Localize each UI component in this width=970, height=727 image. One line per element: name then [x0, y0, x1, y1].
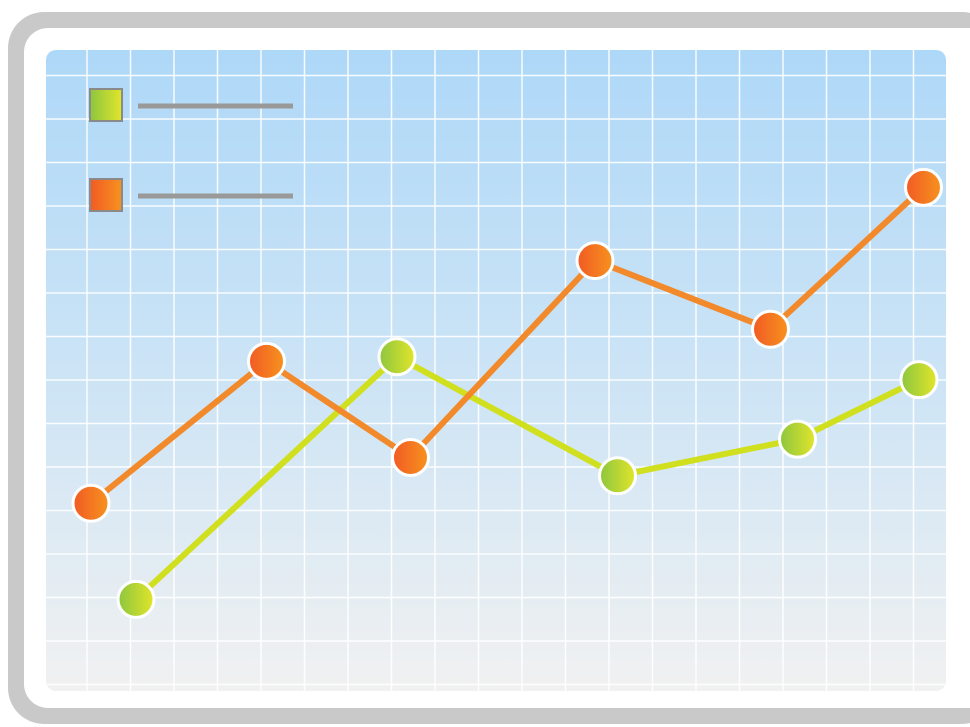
plot-grid: [46, 50, 946, 691]
orange-circle-icon-1-0: [71, 483, 111, 523]
green-circle-icon-0-1: [377, 337, 417, 377]
green-circle-icon-0-4: [899, 360, 939, 400]
series-line-1: [88, 184, 927, 507]
orange-circle-icon-1-4: [751, 309, 790, 349]
green-circle-icon-0-3: [778, 419, 817, 459]
orange-circle-icon-1-1: [247, 341, 286, 381]
green-circle-icon-0-2: [598, 456, 637, 496]
orange-circle-icon-1-5: [904, 167, 943, 207]
orange-circle-icon-1-2: [391, 437, 430, 477]
series-layer: [71, 167, 943, 619]
legend-swatch-orange: [89, 178, 123, 212]
green-circle-icon-0-0: [116, 579, 156, 619]
orange-circle-icon-1-3: [575, 241, 615, 281]
legend-swatch-green: [89, 88, 123, 122]
legend: [89, 88, 293, 212]
